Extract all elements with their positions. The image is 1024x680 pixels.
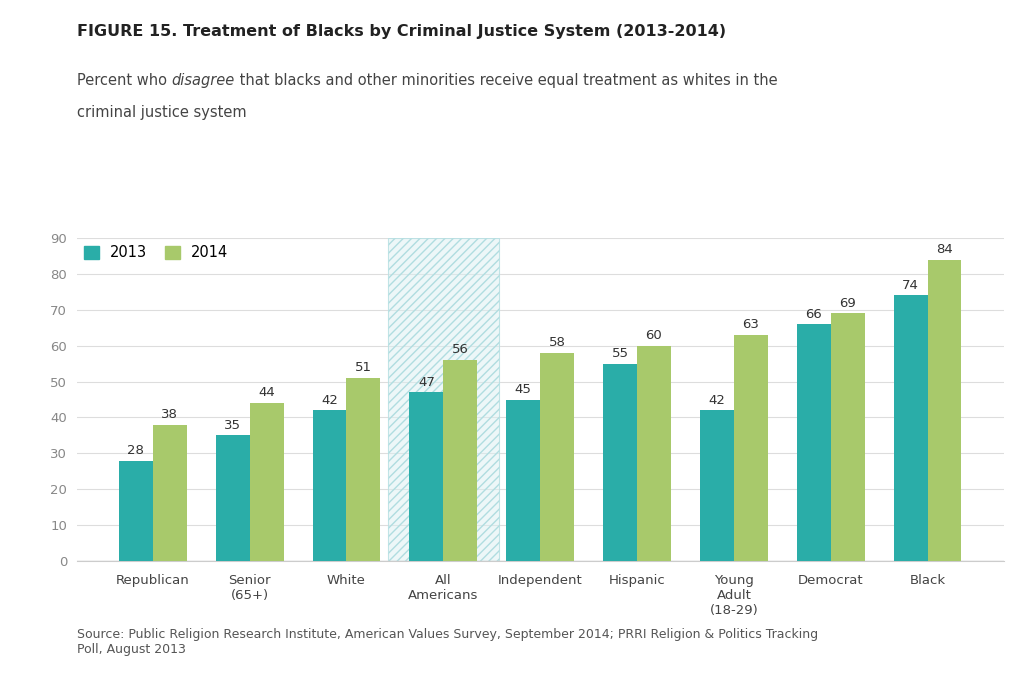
Text: 42: 42: [709, 394, 725, 407]
Bar: [346, 378, 380, 561]
Text: 45: 45: [515, 383, 531, 396]
Text: 56: 56: [452, 343, 469, 356]
Text: Percent who: Percent who: [77, 73, 171, 88]
Text: criminal justice system: criminal justice system: [77, 105, 247, 120]
Text: 84: 84: [936, 243, 952, 256]
Text: 35: 35: [224, 419, 242, 432]
Bar: [250, 403, 284, 561]
Bar: [830, 313, 864, 561]
Bar: [153, 424, 186, 561]
Bar: [388, 238, 499, 561]
Bar: [603, 364, 637, 561]
Bar: [894, 295, 928, 561]
Bar: [443, 360, 477, 561]
Text: 63: 63: [742, 318, 759, 331]
Text: Source: Public Religion Research Institute, American Values Survey, September 20: Source: Public Religion Research Institu…: [77, 628, 818, 656]
Text: 47: 47: [418, 376, 435, 389]
Bar: [797, 324, 830, 561]
Text: that blacks and other minorities receive equal treatment as whites in the: that blacks and other minorities receive…: [234, 73, 777, 88]
Bar: [541, 353, 574, 561]
Bar: [119, 460, 153, 561]
Text: 58: 58: [549, 336, 565, 350]
Text: 69: 69: [840, 296, 856, 310]
Text: FIGURE 15. Treatment of Blacks by Criminal Justice System (2013-2014): FIGURE 15. Treatment of Blacks by Crimin…: [77, 24, 726, 39]
Text: 44: 44: [258, 386, 275, 400]
Bar: [506, 400, 541, 561]
Text: 42: 42: [322, 394, 338, 407]
Text: 28: 28: [127, 444, 144, 457]
Bar: [700, 410, 734, 561]
Text: disagree: disagree: [171, 73, 234, 88]
Bar: [637, 345, 671, 561]
Text: 51: 51: [355, 361, 372, 375]
Bar: [734, 335, 768, 561]
Text: 55: 55: [611, 347, 629, 360]
Bar: [312, 410, 346, 561]
Text: 66: 66: [805, 307, 822, 320]
Bar: [928, 260, 962, 561]
Bar: [216, 435, 250, 561]
Text: 74: 74: [902, 279, 919, 292]
Bar: [388, 238, 499, 561]
Text: 60: 60: [645, 329, 663, 342]
Bar: [410, 392, 443, 561]
Legend: 2013, 2014: 2013, 2014: [84, 245, 228, 260]
Text: 38: 38: [162, 408, 178, 421]
